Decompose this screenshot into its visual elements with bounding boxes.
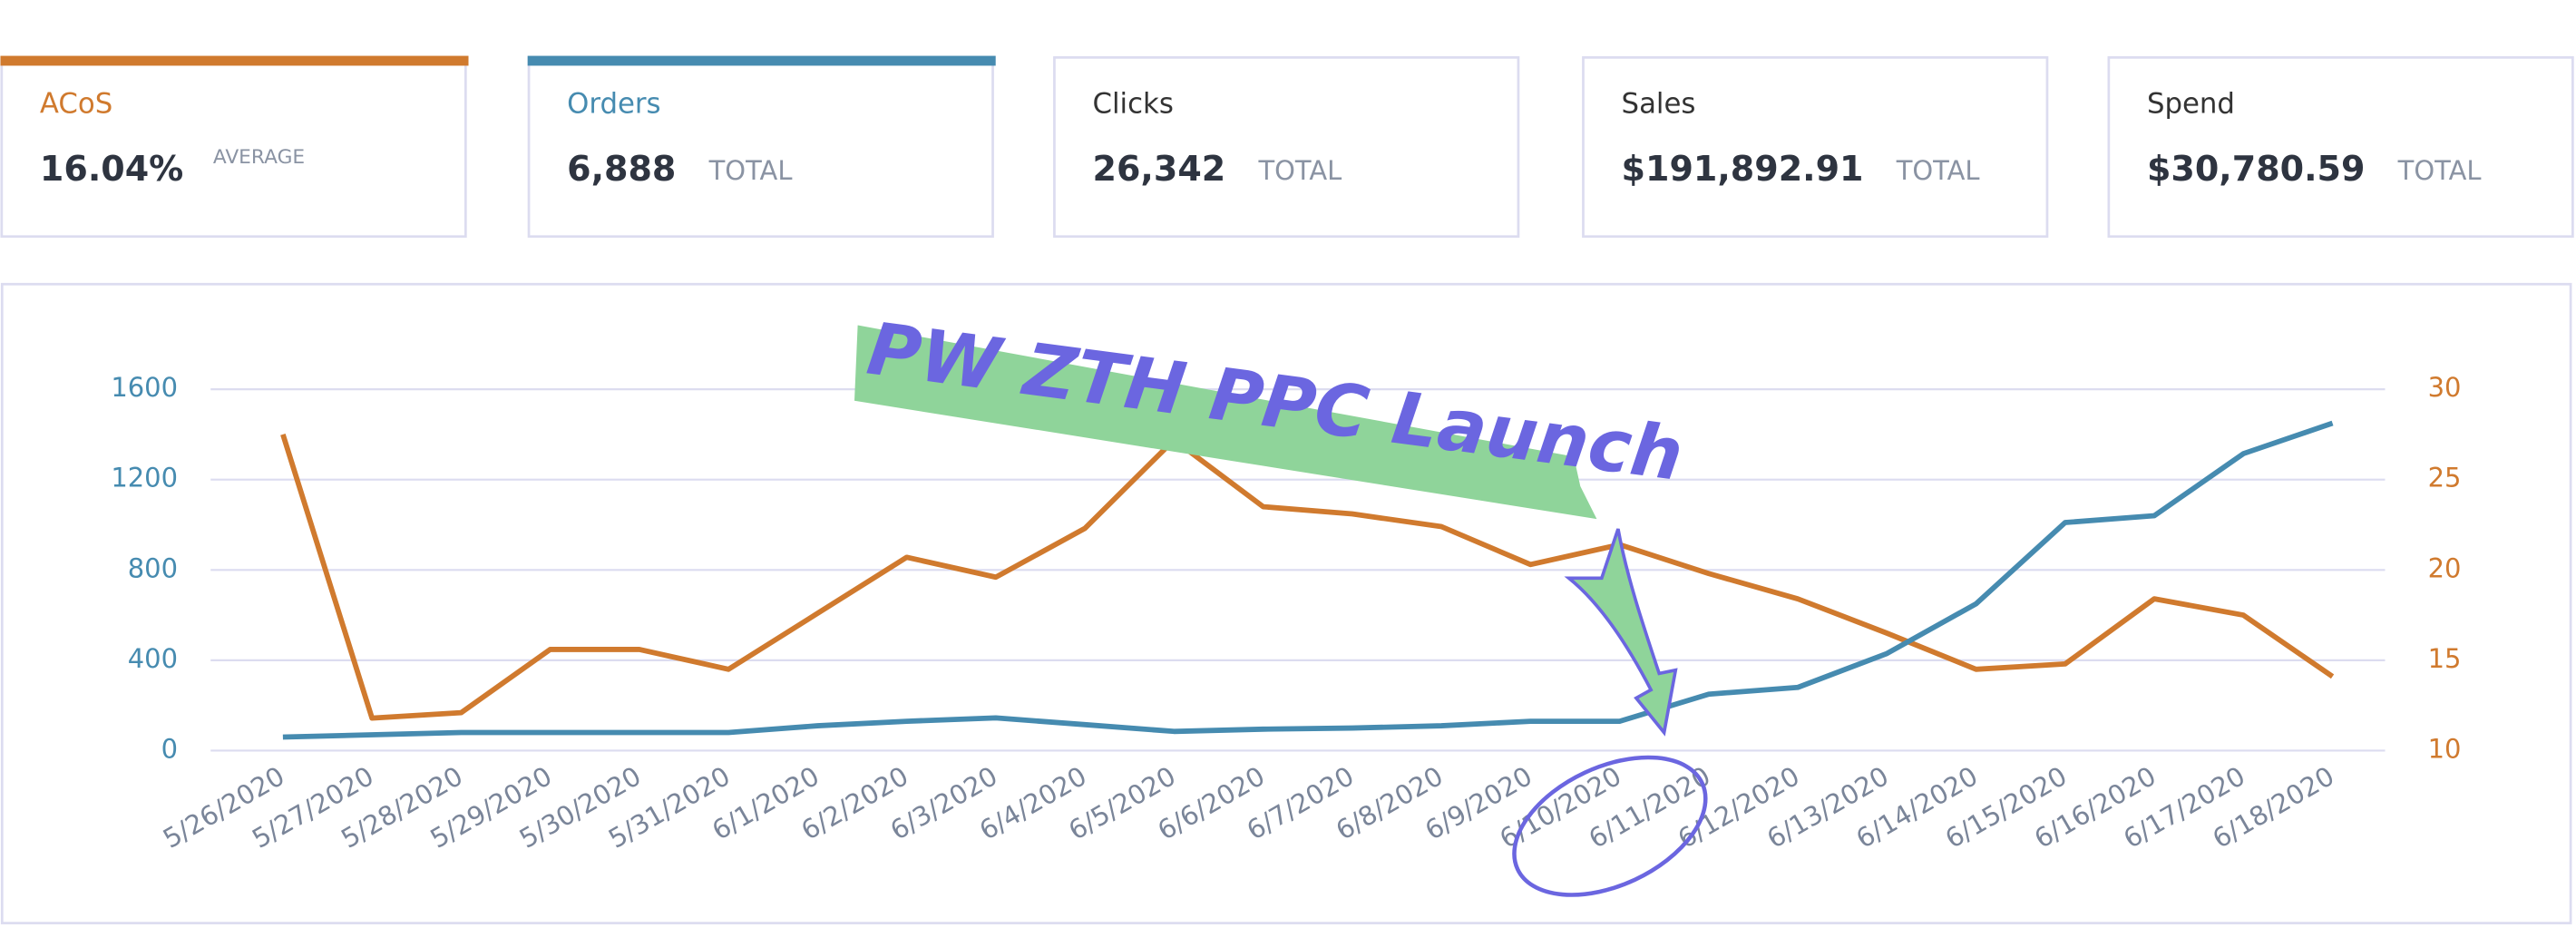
y-tick-label: 400 — [128, 643, 178, 674]
card-value: $191,892.91 — [1622, 149, 1864, 189]
y2-tick-label: 15 — [2428, 643, 2462, 674]
metric-card: Clicks 26,342 TOTAL — [1053, 56, 1520, 239]
metric-card: Orders 6,888 TOTAL — [527, 55, 996, 239]
card-value: $30,780.59 — [2147, 149, 2366, 189]
card-box — [527, 56, 994, 239]
card-box — [0, 56, 467, 239]
card-value: 6,888 — [567, 149, 676, 189]
metric-card: Sales $191,892.91 TOTAL — [1582, 56, 2049, 239]
card-title: Sales — [1622, 87, 1696, 120]
card-title: Clicks — [1093, 87, 1174, 120]
y2-tick-label: 10 — [2428, 733, 2462, 764]
card-unit: TOTAL — [2397, 155, 2482, 186]
card-title: Spend — [2147, 87, 2235, 120]
card-title: Orders — [567, 87, 660, 120]
card-value: 16.04% — [40, 149, 183, 189]
annotation-circle — [1512, 755, 1708, 897]
y-tick-label: 1200 — [111, 463, 178, 493]
y-tick-label: 1600 — [111, 372, 178, 403]
card-accent — [0, 55, 469, 66]
y2-tick-label: 30 — [2428, 372, 2462, 403]
y-tick-label: 0 — [161, 733, 178, 764]
y2-tick-label: 20 — [2428, 552, 2462, 583]
card-box — [1582, 56, 2049, 239]
y2-tick-label: 25 — [2428, 463, 2462, 493]
annotation-banner — [854, 325, 1597, 520]
y-tick-label: 800 — [128, 552, 178, 583]
annotation-arrow — [1564, 528, 1678, 737]
card-box — [1053, 56, 1520, 239]
card-unit: TOTAL — [708, 155, 793, 186]
card-value: 26,342 — [1093, 149, 1226, 189]
card-unit: AVERAGE — [213, 146, 305, 169]
card-title: ACoS — [40, 87, 112, 120]
card-unit: TOTAL — [1896, 155, 1980, 186]
series-line — [280, 434, 2335, 721]
card-unit: TOTAL — [1257, 155, 1342, 186]
series-line — [282, 420, 2334, 740]
metric-card: ACoS 16.04% AVERAGE — [0, 55, 469, 239]
card-accent — [527, 55, 996, 66]
metric-card: Spend $30,780.59 TOTAL — [2107, 56, 2574, 239]
chart-panel — [0, 282, 2572, 924]
card-box — [2107, 56, 2574, 239]
